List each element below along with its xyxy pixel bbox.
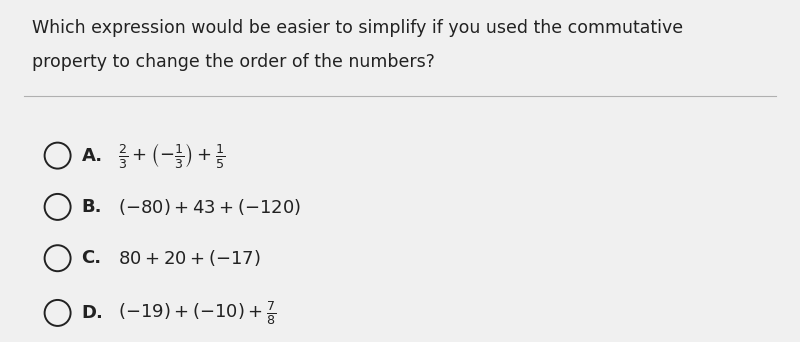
Text: $(-19) + (-10) + \frac{7}{8}$: $(-19) + (-10) + \frac{7}{8}$ bbox=[118, 299, 277, 327]
Text: D.: D. bbox=[82, 304, 103, 322]
Text: property to change the order of the numbers?: property to change the order of the numb… bbox=[32, 53, 435, 71]
Text: C.: C. bbox=[82, 249, 102, 267]
Text: A.: A. bbox=[82, 147, 102, 165]
Text: B.: B. bbox=[82, 198, 102, 216]
Text: $(-80) + 43 + (-120)$: $(-80) + 43 + (-120)$ bbox=[118, 197, 302, 217]
Text: Which expression would be easier to simplify if you used the commutative: Which expression would be easier to simp… bbox=[32, 19, 683, 37]
Text: $\frac{2}{3} + \left(-\frac{1}{3}\right) + \frac{1}{5}$: $\frac{2}{3} + \left(-\frac{1}{3}\right)… bbox=[118, 141, 226, 170]
Text: $80 + 20 + (-17)$: $80 + 20 + (-17)$ bbox=[118, 248, 261, 268]
